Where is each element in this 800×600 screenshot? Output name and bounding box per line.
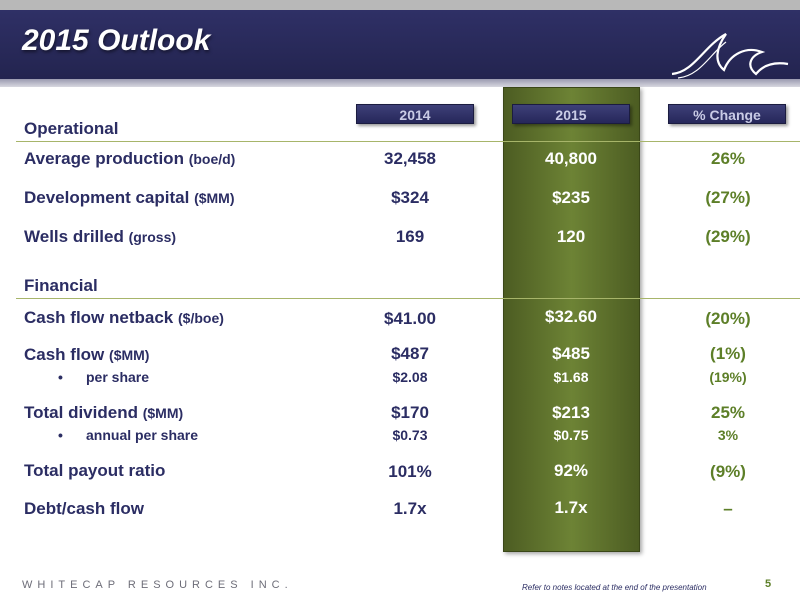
row-label-total-dividend: Total dividend ($MM) xyxy=(24,403,184,422)
section-financial: Financial xyxy=(24,276,98,295)
value-2014: 169 xyxy=(395,227,425,246)
value-2014: $324 xyxy=(391,188,429,207)
value-change: (9%) xyxy=(710,462,746,481)
header-band: 2015 Outlook xyxy=(0,10,800,79)
value-2015: $235 xyxy=(552,188,590,207)
value-2015: $485 xyxy=(552,344,590,363)
section-divider xyxy=(16,298,800,299)
value-change: – xyxy=(723,499,733,518)
sub-row-label-per-share: • per share xyxy=(58,369,150,385)
value-change: (1%) xyxy=(710,344,746,363)
value-2014: 1.7x xyxy=(393,499,427,518)
value-2015: 40,800 xyxy=(545,149,597,168)
sub-value-change: 3% xyxy=(717,427,739,443)
row-label-debt-cash-flow: Debt/cash flow xyxy=(24,499,144,518)
value-2014: $41.00 xyxy=(384,309,436,328)
sub-value-2015: $0.75 xyxy=(553,427,589,443)
sub-value-2014: $2.08 xyxy=(392,369,428,385)
sub-row-label-annual-per-share: • annual per share xyxy=(58,427,199,443)
row-label-cash-flow: Cash flow ($MM) xyxy=(24,345,150,364)
column-2015-highlight xyxy=(503,87,640,552)
company-name: WHITECAP RESOURCES INC. xyxy=(22,579,293,591)
value-change: (27%) xyxy=(705,188,751,207)
value-2014: $170 xyxy=(391,403,429,422)
row-label-total-payout-ratio: Total payout ratio xyxy=(24,461,166,480)
column-header-2014: 2014 xyxy=(356,104,474,124)
value-2014: 32,458 xyxy=(384,149,436,168)
row-label-cash-flow-netback: Cash flow netback ($/boe) xyxy=(24,308,224,327)
sub-value-2014: $0.73 xyxy=(392,427,428,443)
wave-logo-icon xyxy=(671,33,789,79)
top-band xyxy=(0,0,800,10)
value-change: (29%) xyxy=(705,227,751,246)
value-2015: $213 xyxy=(552,403,590,422)
value-2015: 92% xyxy=(553,461,589,480)
page-number: 5 xyxy=(765,578,772,590)
value-2015: $32.60 xyxy=(545,307,597,326)
value-2014: 101% xyxy=(388,462,432,481)
row-label-development-capital: Development capital ($MM) xyxy=(24,188,235,207)
sub-value-2015: $1.68 xyxy=(553,369,589,385)
section-operational: Operational xyxy=(24,119,119,138)
sub-value-change: (19%) xyxy=(709,369,747,385)
value-2015: 1.7x xyxy=(554,498,588,517)
value-change: 26% xyxy=(710,149,746,168)
column-header-change: % Change xyxy=(668,104,786,124)
value-change: (20%) xyxy=(705,309,751,328)
value-2015: 120 xyxy=(556,227,586,246)
row-label-average-production: Average production (boe/d) xyxy=(24,149,236,168)
section-divider xyxy=(16,141,800,142)
column-header-2015: 2015 xyxy=(512,104,630,124)
value-change: 25% xyxy=(710,403,746,422)
row-label-wells-drilled: Wells drilled (gross) xyxy=(24,227,177,246)
footer-note: Refer to notes located at the end of the… xyxy=(522,583,707,592)
value-2014: $487 xyxy=(391,344,429,363)
page-title: 2015 Outlook xyxy=(22,24,211,57)
sub-band xyxy=(0,79,800,87)
